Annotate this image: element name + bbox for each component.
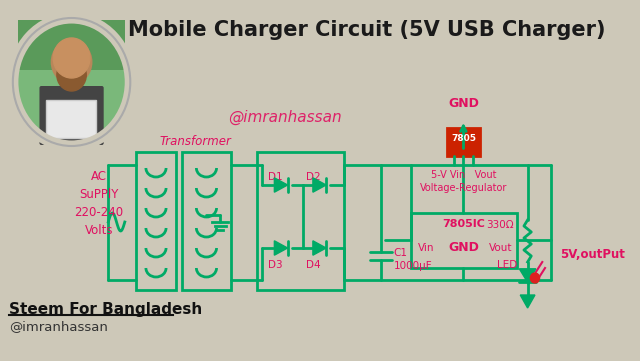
Circle shape: [51, 40, 92, 84]
Text: D1: D1: [268, 172, 283, 182]
Bar: [447, 128, 480, 156]
Text: @imranhassan: @imranhassan: [9, 320, 108, 333]
Text: LED: LED: [497, 260, 518, 270]
Text: AC
SuPPlY
220-240
Volts: AC SuPPlY 220-240 Volts: [74, 170, 124, 237]
Circle shape: [53, 38, 90, 78]
Polygon shape: [519, 269, 536, 282]
Text: 7805: 7805: [451, 134, 476, 143]
Polygon shape: [275, 178, 287, 192]
Circle shape: [57, 59, 86, 91]
Text: 5V,outPut: 5V,outPut: [560, 248, 625, 261]
Text: Vin: Vin: [419, 243, 435, 253]
Text: C1
1000μF: C1 1000μF: [394, 248, 432, 271]
Circle shape: [531, 273, 540, 283]
Polygon shape: [275, 241, 287, 255]
Bar: [257, 152, 344, 290]
Bar: [411, 213, 516, 268]
Text: Steem For Bangladesh: Steem For Bangladesh: [9, 302, 202, 317]
Text: GND: GND: [448, 97, 479, 110]
Text: Vout: Vout: [488, 243, 512, 253]
Text: D2: D2: [307, 172, 321, 182]
Bar: [19, 20, 125, 70]
Text: 330Ω: 330Ω: [486, 220, 514, 230]
FancyBboxPatch shape: [40, 86, 104, 145]
Polygon shape: [313, 241, 326, 255]
Bar: [182, 152, 231, 290]
Polygon shape: [520, 295, 535, 308]
Text: Transformer: Transformer: [159, 135, 232, 148]
Text: D4: D4: [307, 260, 321, 270]
Text: Mobile Charger Circuit (5V USB Charger): Mobile Charger Circuit (5V USB Charger): [128, 20, 606, 40]
Text: GND: GND: [448, 241, 479, 254]
Bar: [136, 152, 176, 290]
Circle shape: [13, 18, 131, 146]
Text: @imranhassan: @imranhassan: [228, 110, 341, 125]
Text: D3: D3: [268, 260, 283, 270]
Text: 7805IC: 7805IC: [442, 219, 485, 229]
Text: 5-V Vin   Vout
Voltage-Regulator: 5-V Vin Vout Voltage-Regulator: [420, 170, 507, 193]
Bar: [46, 100, 97, 138]
Polygon shape: [313, 178, 326, 192]
